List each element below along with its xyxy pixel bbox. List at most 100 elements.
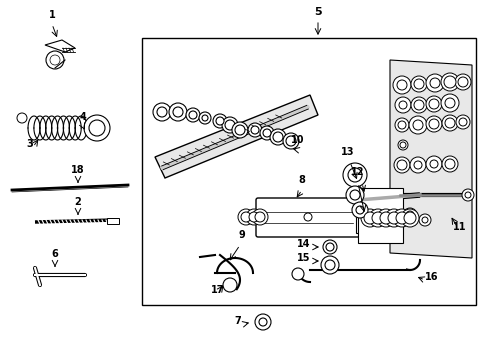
Circle shape <box>320 256 338 274</box>
Circle shape <box>325 260 334 270</box>
Circle shape <box>50 55 60 65</box>
Circle shape <box>444 98 454 108</box>
Circle shape <box>173 107 183 117</box>
Circle shape <box>46 51 64 69</box>
Circle shape <box>413 161 421 169</box>
Circle shape <box>241 212 250 222</box>
Circle shape <box>392 76 410 94</box>
Circle shape <box>429 160 437 168</box>
Circle shape <box>393 157 409 173</box>
Circle shape <box>263 129 270 137</box>
Circle shape <box>410 76 426 92</box>
FancyBboxPatch shape <box>256 198 359 237</box>
Circle shape <box>397 140 407 150</box>
Circle shape <box>444 159 454 169</box>
Circle shape <box>223 278 237 292</box>
Circle shape <box>464 192 470 198</box>
Circle shape <box>245 209 262 225</box>
Circle shape <box>444 118 454 128</box>
Text: 7: 7 <box>234 316 241 326</box>
Circle shape <box>457 77 467 87</box>
Circle shape <box>400 209 418 227</box>
Circle shape <box>269 129 285 145</box>
Circle shape <box>342 163 366 187</box>
Circle shape <box>291 268 304 280</box>
Circle shape <box>396 160 406 170</box>
Circle shape <box>428 119 438 129</box>
Circle shape <box>403 212 415 224</box>
Circle shape <box>231 122 247 138</box>
Circle shape <box>443 76 455 88</box>
Circle shape <box>379 212 391 224</box>
Circle shape <box>413 79 423 89</box>
Text: 4: 4 <box>80 112 86 122</box>
Circle shape <box>325 243 333 251</box>
Circle shape <box>247 123 262 137</box>
Circle shape <box>285 136 295 146</box>
Circle shape <box>418 214 430 226</box>
Text: 15: 15 <box>296 253 309 263</box>
Circle shape <box>260 126 273 140</box>
Circle shape <box>397 121 405 129</box>
Circle shape <box>259 318 266 326</box>
Circle shape <box>222 117 238 133</box>
Circle shape <box>169 103 186 121</box>
Text: 13: 13 <box>341 147 354 157</box>
Circle shape <box>425 156 441 172</box>
Circle shape <box>235 125 244 135</box>
Circle shape <box>429 78 439 88</box>
Circle shape <box>408 116 426 134</box>
Circle shape <box>440 73 458 91</box>
Circle shape <box>394 118 408 132</box>
Circle shape <box>368 209 386 227</box>
Text: 2: 2 <box>75 197 81 207</box>
Text: 14: 14 <box>296 239 309 249</box>
Circle shape <box>250 126 259 134</box>
Circle shape <box>396 80 406 90</box>
Circle shape <box>254 314 270 330</box>
Circle shape <box>216 117 224 125</box>
Circle shape <box>441 156 457 172</box>
Text: 12: 12 <box>350 167 364 177</box>
Circle shape <box>157 107 167 117</box>
Circle shape <box>399 142 405 148</box>
Circle shape <box>458 118 466 126</box>
Circle shape <box>441 115 457 131</box>
Circle shape <box>402 208 416 222</box>
Circle shape <box>371 212 383 224</box>
Circle shape <box>425 74 443 92</box>
Bar <box>142 38 475 305</box>
Circle shape <box>461 189 473 201</box>
Circle shape <box>413 100 423 110</box>
Circle shape <box>304 213 311 221</box>
Text: 1: 1 <box>48 10 55 20</box>
Circle shape <box>213 114 226 128</box>
Circle shape <box>387 212 399 224</box>
Circle shape <box>17 113 27 123</box>
Bar <box>357 188 402 243</box>
Circle shape <box>394 97 410 113</box>
Polygon shape <box>389 60 471 258</box>
Circle shape <box>248 212 259 222</box>
Circle shape <box>346 186 363 204</box>
Circle shape <box>153 103 171 121</box>
Circle shape <box>272 132 283 142</box>
Text: 9: 9 <box>238 230 245 240</box>
Circle shape <box>224 120 235 130</box>
Circle shape <box>398 101 406 109</box>
Circle shape <box>455 115 469 129</box>
Text: 18: 18 <box>71 165 84 175</box>
Text: 10: 10 <box>291 135 304 145</box>
Circle shape <box>412 120 422 130</box>
Text: 6: 6 <box>52 249 58 259</box>
Circle shape <box>351 202 367 218</box>
Circle shape <box>425 116 441 132</box>
Polygon shape <box>155 95 317 178</box>
Circle shape <box>425 96 441 112</box>
Circle shape <box>254 212 264 222</box>
Circle shape <box>84 115 110 141</box>
Text: 8: 8 <box>298 175 305 185</box>
Text: 16: 16 <box>424 272 438 282</box>
Circle shape <box>355 206 363 214</box>
Circle shape <box>440 94 458 112</box>
